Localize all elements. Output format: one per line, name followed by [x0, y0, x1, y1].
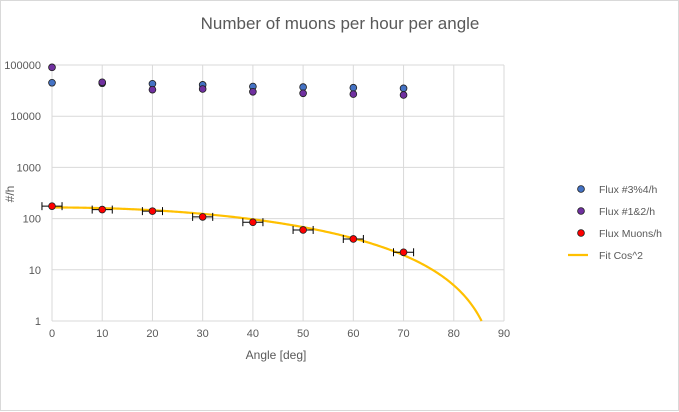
chart-title: Number of muons per hour per angle	[201, 14, 480, 33]
data-point	[349, 83, 358, 92]
fit-cos2-line	[51, 206, 483, 322]
data-point	[299, 89, 307, 98]
legend-label: Flux Muons/h	[599, 228, 662, 240]
x-tick-label: 70	[397, 328, 409, 340]
data-point	[399, 84, 408, 93]
legend: Flux #3%4/h Flux #1&2/h Flux Muons/h Fit Co…	[568, 184, 662, 262]
data-points	[41, 63, 415, 257]
x-tick-label: 90	[498, 328, 510, 340]
data-point	[249, 218, 257, 227]
x-tick-label: 30	[197, 328, 209, 340]
x-tick-label: 80	[448, 328, 460, 340]
data-point	[198, 213, 207, 221]
x-tick-label: 20	[146, 328, 158, 340]
y-tick-label: 100000	[4, 60, 41, 72]
x-axis-label: Angle [deg]	[246, 348, 307, 362]
legend-label: Flux #1&2/h	[599, 206, 655, 218]
data-point	[98, 78, 107, 87]
legend-label: Fit Cos^2	[599, 250, 643, 262]
fit-line	[51, 206, 483, 322]
y-tick-label: 10	[29, 265, 41, 277]
data-point	[399, 91, 408, 99]
data-point	[48, 63, 56, 72]
x-tick-label: 60	[347, 328, 359, 340]
data-point	[98, 205, 107, 214]
data-point	[148, 207, 157, 215]
legend-label: Flux #3%4/h	[599, 184, 658, 196]
data-point	[349, 90, 358, 98]
data-point	[198, 85, 207, 93]
y-tick-label: 100	[23, 214, 41, 226]
legend-swatch-marker	[577, 229, 585, 237]
data-point	[249, 87, 257, 96]
data-point	[148, 85, 157, 94]
y-tick-label: 10000	[10, 111, 41, 123]
data-point	[48, 202, 56, 210]
data-point	[349, 235, 358, 243]
legend-swatch-marker	[577, 185, 585, 193]
data-point	[399, 248, 408, 257]
x-tick-label: 10	[96, 328, 108, 340]
x-tick-label: 40	[247, 328, 259, 340]
legend-swatch-marker	[577, 207, 585, 215]
y-tick-label: 1	[35, 316, 41, 328]
x-tick-label: 50	[297, 328, 309, 340]
x-tick-label: 0	[49, 328, 55, 340]
y-tick-label: 1000	[17, 162, 41, 174]
grid	[51, 64, 505, 322]
data-point	[299, 226, 307, 234]
y-axis-label: #/h	[3, 186, 17, 203]
data-point	[48, 78, 56, 87]
data-point	[299, 83, 307, 91]
tick-labels: 0 10 20 30 40 50 60 70 80 90 1 10 100 1000 10000 100000	[4, 60, 510, 340]
